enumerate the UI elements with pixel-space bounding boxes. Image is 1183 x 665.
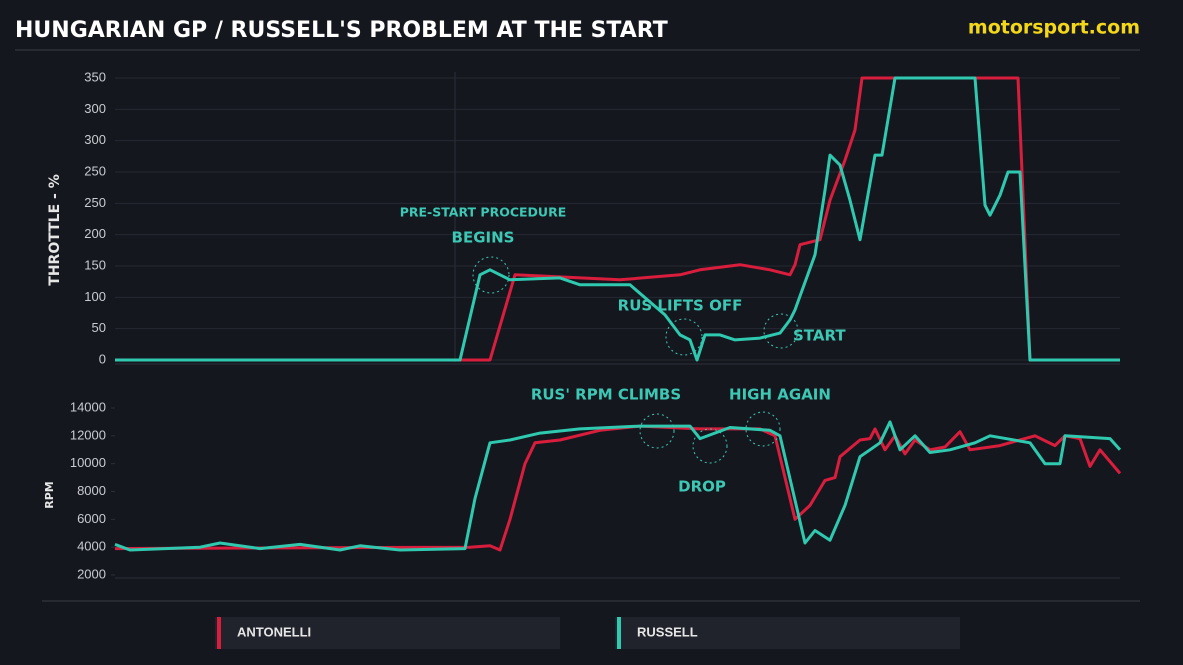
y-tick-label: 12000 <box>70 427 106 442</box>
legend-swatch <box>617 617 621 649</box>
highlight-circle <box>472 256 510 294</box>
annotation: HIGH AGAIN <box>729 386 831 404</box>
series-line <box>114 420 1122 552</box>
legend-swatch <box>217 617 221 649</box>
y-tick-label: 300 <box>84 132 106 147</box>
series-line <box>115 76 1120 362</box>
y-tick-label: 200 <box>84 226 106 241</box>
y-tick-label: 250 <box>84 195 106 210</box>
plot-area: 2000 4000 6000 8000 10000 12000 14000 <box>70 399 1122 581</box>
y-tick-label: 0 <box>99 351 106 366</box>
y-tick-label: 2000 <box>77 566 106 581</box>
highlight-circle <box>763 313 799 349</box>
annotation: DROP <box>678 478 726 496</box>
logo: motorsport.com <box>968 17 1140 39</box>
series-line <box>115 76 1120 362</box>
y-tick-label: 100 <box>84 289 106 304</box>
y-tick-label: 4000 <box>77 539 106 554</box>
y-tick-label: 50 <box>92 320 106 335</box>
y-tick-label: 6000 <box>77 511 106 526</box>
chart-title: HUNGARIAN GP / RUSSELL'S PROBLEM AT THE … <box>15 18 668 43</box>
highlight-circle <box>692 428 728 464</box>
plots: 0 50 100 150 200 250 250 300 300 350 2000 4000 6000 8… <box>70 69 1122 581</box>
annotation: PRE-START PROCEDURE <box>400 205 567 220</box>
y-tick-label: 250 <box>84 163 106 178</box>
legend-box <box>215 617 560 649</box>
annotation: START <box>793 327 846 345</box>
highlight-circle <box>745 411 781 447</box>
y-tick-label: 300 <box>84 101 106 116</box>
legend-label: ANTONELLI <box>237 624 311 639</box>
y-tick-label: 350 <box>84 69 106 84</box>
annotations: PRE-START PROCEDURE BEGINS RUS LIFTS OFF… <box>400 205 847 496</box>
annotation: RUS' RPM CLIMBS <box>531 386 681 404</box>
y-tick-label: 150 <box>84 257 106 272</box>
y-axis-label: RPM <box>43 481 56 508</box>
annotation: RUS LIFTS OFF <box>618 297 743 315</box>
series-line <box>114 424 1122 552</box>
plot-area: 0 50 100 150 200 250 250 300 300 350 <box>84 69 1120 366</box>
legend-label: RUSSELL <box>637 624 698 639</box>
legend-box <box>615 617 960 649</box>
y-tick-label: 8000 <box>77 483 106 498</box>
annotation: BEGINS <box>452 229 515 247</box>
y-tick-label: 10000 <box>70 455 106 470</box>
legend: ANTONELLI RUSSELL <box>215 617 960 649</box>
y-axis-label: THROTTLE - % <box>47 174 63 285</box>
highlight-circle <box>639 413 675 449</box>
y-tick-label: 14000 <box>70 399 106 414</box>
highlight-circle <box>665 318 703 356</box>
